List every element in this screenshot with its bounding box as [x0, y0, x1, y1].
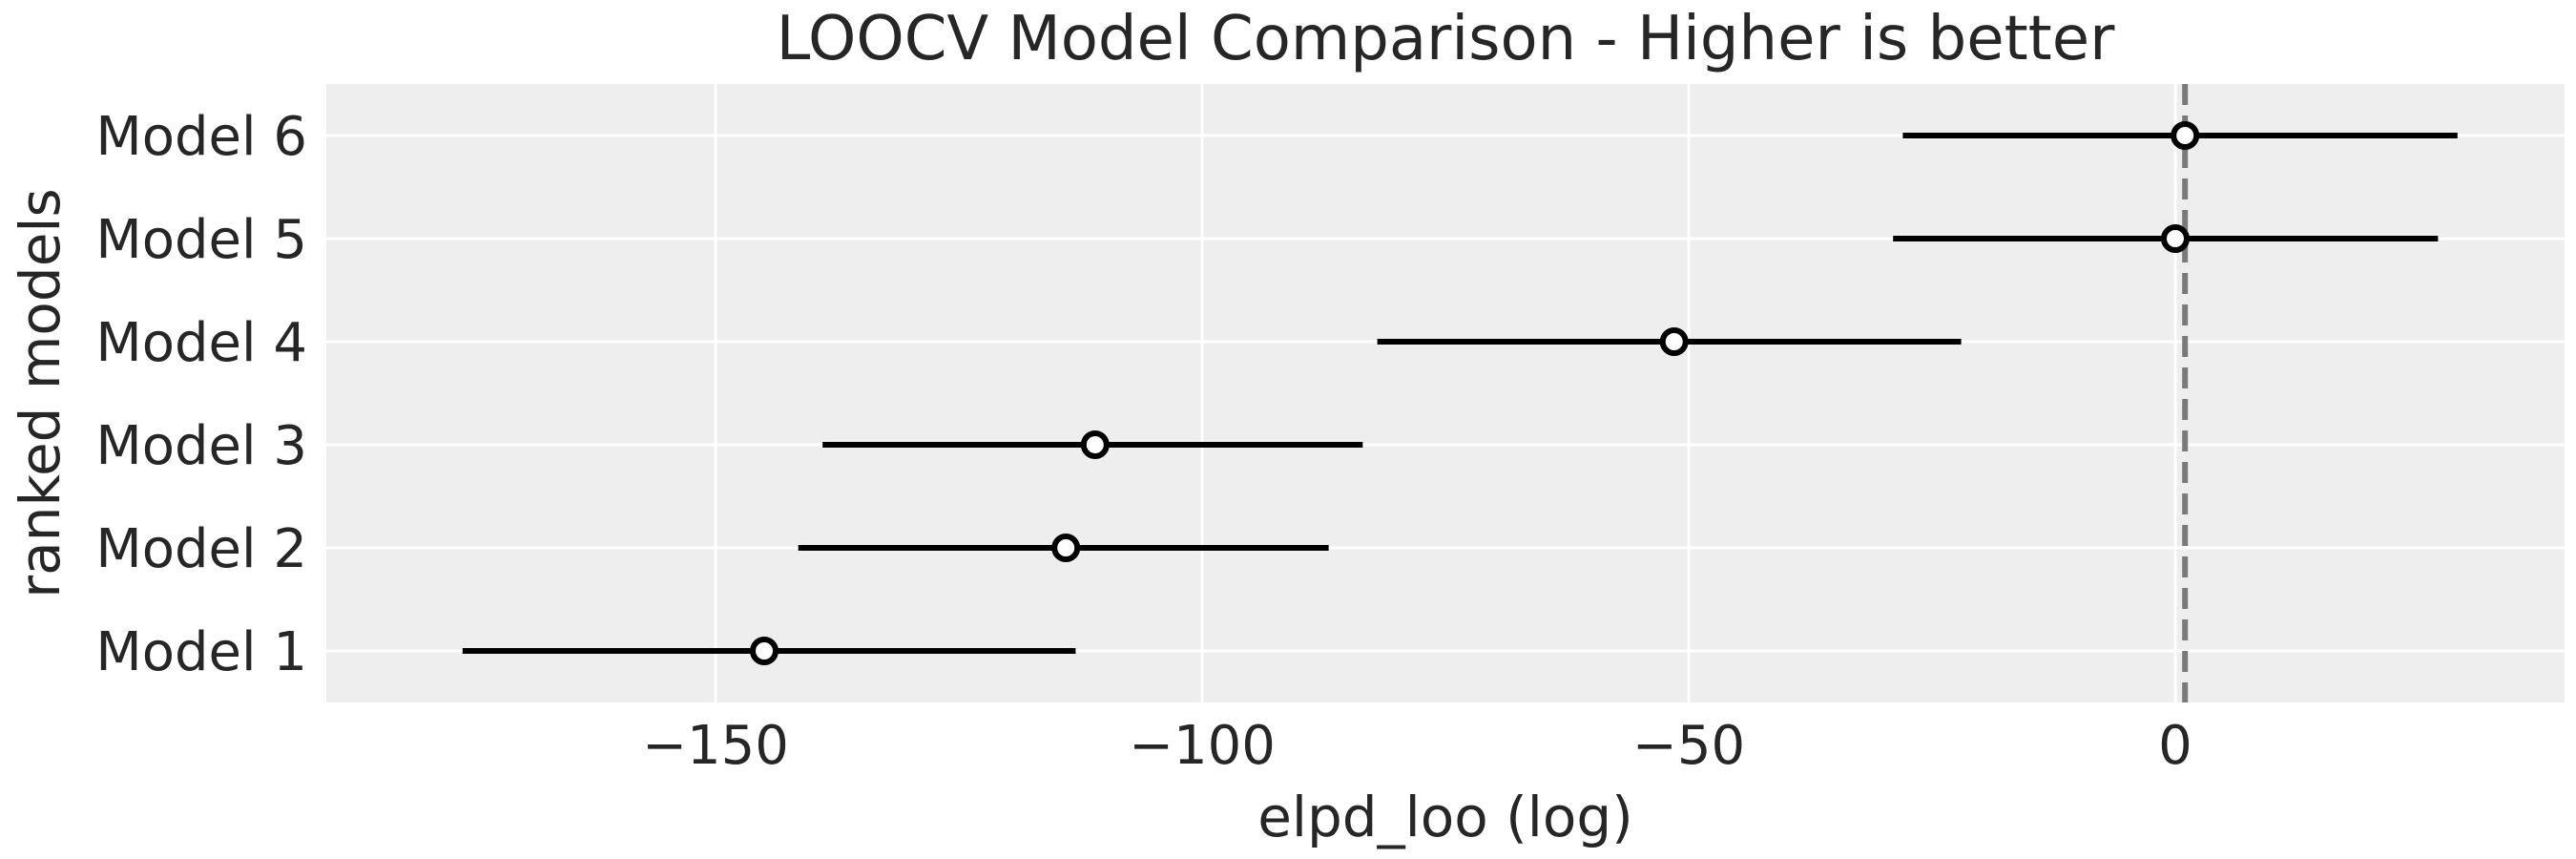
elpd-point: [1659, 327, 1689, 356]
y-tick-labels: Model 6 Model 5 Model 4 Model 3 Model 2 Model…: [95, 106, 307, 683]
elpd-point: [2161, 224, 2190, 253]
y-tick-label: Model 5: [95, 209, 307, 271]
x-tick-label: −150: [642, 715, 789, 777]
elpd-point: [2171, 121, 2200, 150]
y-tick-label: Model 3: [95, 415, 307, 477]
x-tick-labels: −150 −100 −50 0: [642, 715, 2192, 777]
plot-area: [326, 84, 2565, 702]
elpd-point: [1051, 534, 1081, 562]
elpd-point: [1080, 430, 1110, 459]
elpd-points: [750, 121, 2200, 665]
y-tick-label: Model 4: [95, 312, 307, 374]
x-axis-label: elpd_loo (log): [1257, 785, 1633, 849]
x-tick-label: −50: [1632, 715, 1745, 777]
y-tick-label: Model 6: [95, 106, 307, 168]
x-tick-label: 0: [2158, 715, 2192, 777]
y-tick-label: Model 1: [95, 621, 307, 683]
x-gridlines: [714, 84, 2177, 702]
chart-title: LOOCV Model Comparison - Higher is bette…: [777, 4, 2116, 74]
y-tick-label: Model 2: [95, 518, 307, 580]
y-axis-label: ranked models: [8, 188, 73, 597]
x-tick-label: −100: [1129, 715, 1276, 777]
elpd-point: [750, 637, 779, 665]
